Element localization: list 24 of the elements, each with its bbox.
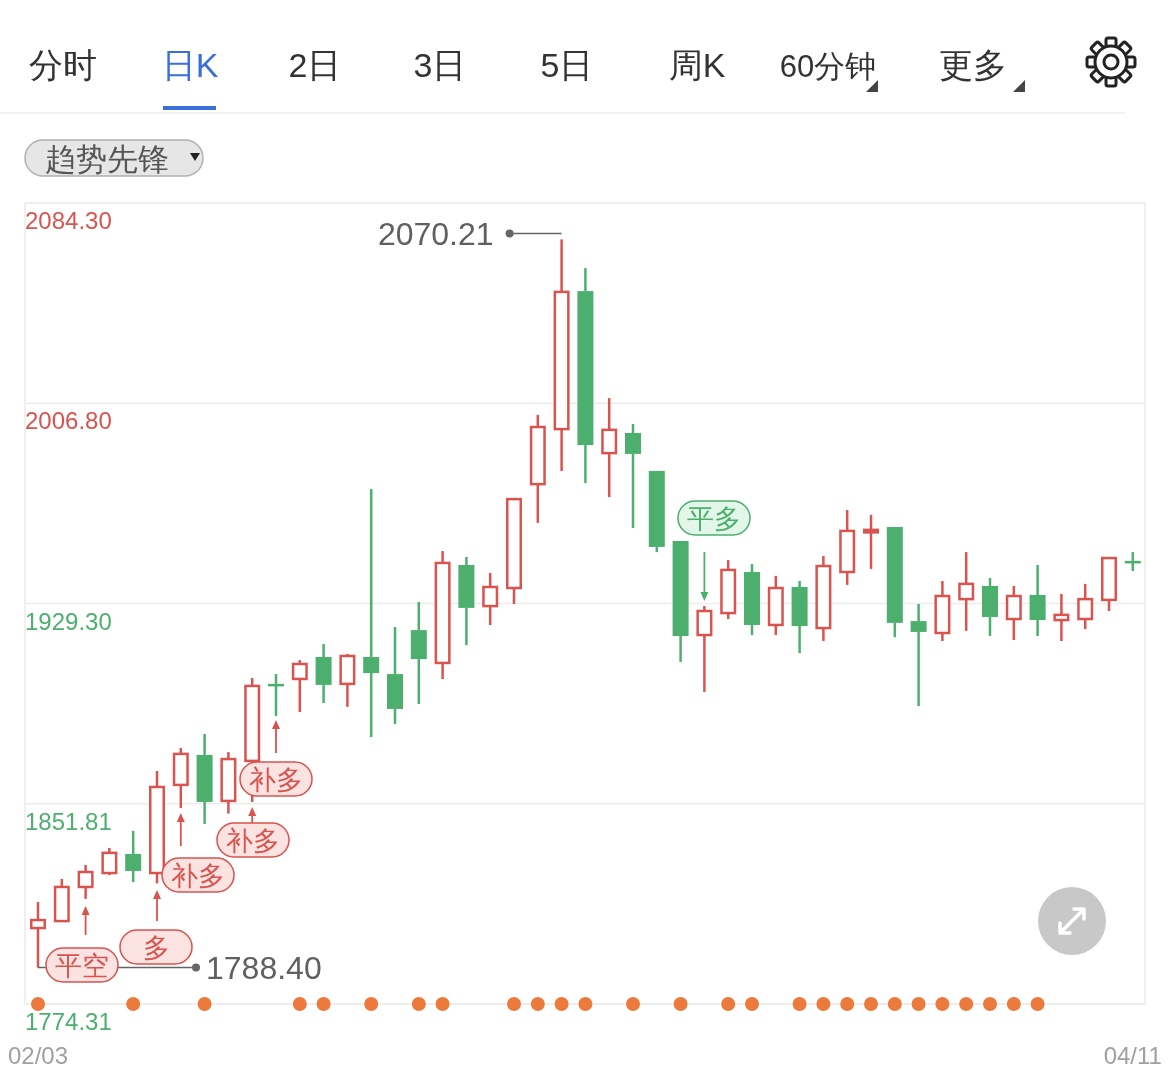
annotation: 平空	[55, 951, 109, 981]
text: 分时	[29, 46, 97, 84]
text: 更多	[939, 46, 1007, 84]
y-tick-label: 1774.31	[25, 1008, 112, 1035]
text: 周K	[668, 46, 726, 84]
text: 2日	[288, 46, 342, 84]
annotation: 多	[142, 933, 170, 963]
text: 3日	[413, 46, 467, 84]
text: 5日	[540, 46, 594, 84]
y-tick-label: 1929.30	[25, 607, 112, 635]
annotation: 1788.40	[206, 949, 322, 986]
x-tick-label: 02/03	[7, 1042, 69, 1069]
text: 60分钟	[779, 49, 877, 84]
annotation: 平多	[687, 504, 741, 534]
y-tick-label: 2006.80	[25, 407, 112, 435]
annotation: 补多	[249, 765, 303, 795]
x-tick-label: 04/11	[1103, 1042, 1162, 1069]
y-tick-label: 2084.30	[25, 207, 112, 234]
annotation: 补多	[171, 861, 225, 891]
text: 日K	[161, 46, 219, 84]
annotation: 2070.21	[377, 216, 494, 253]
y-tick-label: 1851.81	[25, 807, 112, 835]
annotation: 补多	[226, 826, 280, 856]
text: 趋势先锋	[45, 142, 169, 177]
